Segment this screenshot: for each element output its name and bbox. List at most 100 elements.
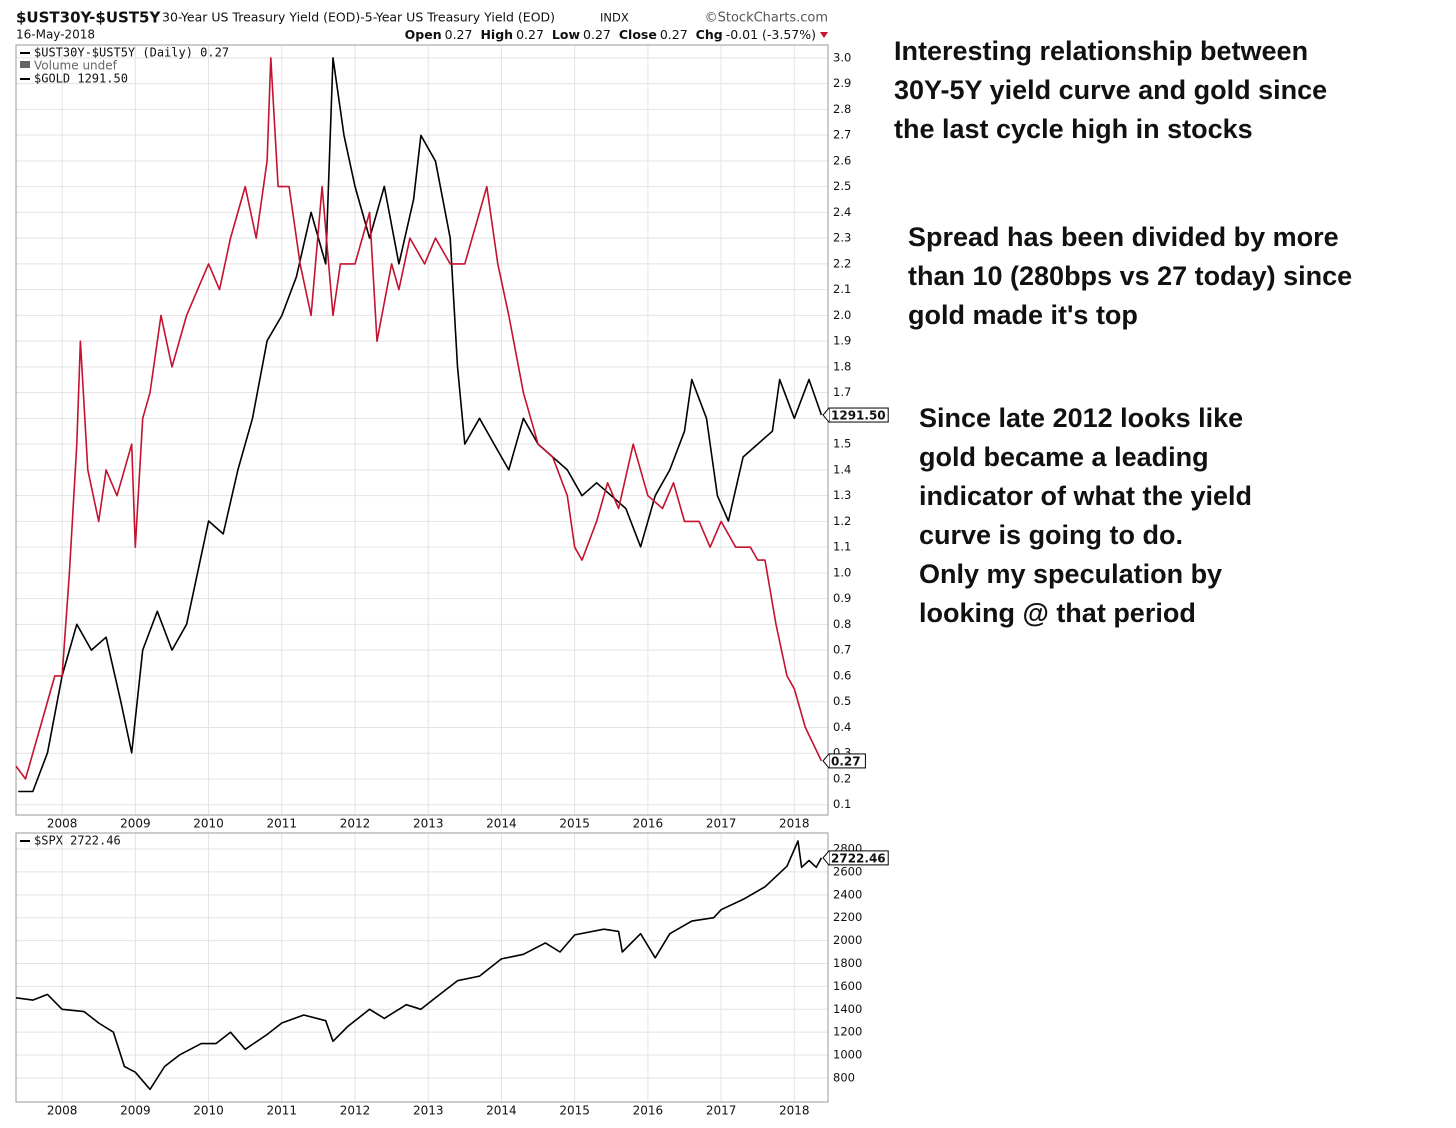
y-tick-label: 1.2 — [833, 514, 851, 528]
x-tick-label: 2008 — [47, 817, 78, 831]
annotation-line: gold became a leading — [919, 442, 1209, 472]
annotation-line: Only my speculation by — [919, 559, 1222, 589]
y-tick-label: 3.0 — [833, 50, 851, 64]
plot-frame — [15, 832, 829, 1103]
description: 30-Year US Treasury Yield (EOD)-5-Year U… — [162, 10, 555, 25]
y-tick-label: 2200 — [833, 910, 862, 924]
exchange: INDX — [600, 11, 629, 25]
series-line — [18, 57, 823, 793]
quote-value: 0.27 — [445, 27, 473, 42]
symbol: $UST30Y-$UST5Y — [16, 9, 161, 27]
y-tick-label: 1.1 — [833, 540, 851, 554]
y-tick-label: 0.2 — [833, 771, 851, 785]
quote-value: 0.27 — [583, 27, 611, 42]
x-tick-label: 2013 — [413, 817, 444, 831]
y-tick-label: 2.5 — [833, 179, 851, 193]
series-line — [15, 57, 823, 780]
y-tick-label: 1.8 — [833, 359, 851, 373]
end-label: 1291.50 — [831, 409, 886, 423]
y-tick-label: 0.5 — [833, 694, 851, 708]
plot-frame — [15, 44, 829, 816]
annotation-line: gold made it's top — [908, 300, 1138, 330]
end-label-pointer — [822, 407, 830, 423]
x-tick-label: 2008 — [47, 1104, 78, 1118]
x-tick-label: 2009 — [120, 1104, 151, 1118]
y-tick-label: 1600 — [833, 979, 862, 993]
y-tick-label: 2.3 — [833, 231, 851, 245]
x-tick-label: 2014 — [486, 817, 517, 831]
y-tick-label: 2000 — [833, 933, 862, 947]
y-tick-label: 1400 — [833, 1002, 862, 1016]
y-tick-label: 1.0 — [833, 565, 851, 579]
x-tick-label: 2015 — [559, 817, 590, 831]
x-tick-label: 2017 — [706, 817, 737, 831]
y-tick-label: 1000 — [833, 1048, 862, 1062]
quote-label: High — [480, 27, 513, 42]
x-tick-label: 2012 — [340, 1104, 371, 1118]
y-tick-label: 1.5 — [833, 437, 851, 451]
y-tick-label: 0.1 — [833, 797, 851, 811]
x-tick-label: 2014 — [486, 1104, 517, 1118]
y-tick-label: 1800 — [833, 956, 862, 970]
end-label-pointer — [822, 850, 830, 866]
x-tick-label: 2010 — [193, 1104, 224, 1118]
quote-value: -0.01 (-3.57%) — [726, 27, 816, 42]
x-tick-label: 2010 — [193, 817, 224, 831]
quote: Open 0.27 High 0.27 Low 0.27 Close 0.27 Chg -0.01… — [405, 27, 816, 42]
legend-volume-icon — [20, 61, 30, 68]
y-tick-label: 2.9 — [833, 76, 851, 90]
annotation-line: looking @ that period — [919, 598, 1196, 628]
end-label: 0.27 — [831, 754, 861, 768]
legend-entry: $UST30Y-$UST5Y (Daily) 0.27 — [34, 46, 229, 60]
quote-label: Low — [552, 27, 581, 42]
annotation-line: Interesting relationship between — [894, 36, 1308, 66]
y-tick-label: 1.3 — [833, 488, 851, 502]
annotation-line: curve is going to do. — [919, 520, 1183, 550]
y-tick-label: 2.6 — [833, 153, 851, 167]
y-tick-label: 2.1 — [833, 282, 851, 296]
annotation-line: 30Y-5Y yield curve and gold since — [894, 75, 1327, 105]
x-tick-label: 2011 — [267, 1104, 298, 1118]
annotation-line: indicator of what the yield — [919, 481, 1252, 511]
x-tick-label: 2015 — [559, 1104, 590, 1118]
annotation-line: Since late 2012 looks like — [919, 403, 1243, 433]
end-label: 2722.46 — [831, 851, 886, 865]
y-tick-label: 2.0 — [833, 308, 851, 322]
quote-value: 0.27 — [516, 27, 544, 42]
x-tick-label: 2009 — [120, 817, 151, 831]
y-tick-label: 0.4 — [833, 720, 851, 734]
end-label-pointer — [822, 753, 830, 769]
y-tick-label: 2.7 — [833, 128, 851, 142]
y-tick-label: 0.7 — [833, 643, 851, 657]
y-tick-label: 800 — [833, 1070, 855, 1084]
quote-label: Close — [619, 27, 657, 42]
source: ©StockCharts.com — [705, 11, 828, 26]
x-tick-label: 2016 — [633, 1104, 664, 1118]
y-tick-label: 1.4 — [833, 462, 851, 476]
y-tick-label: 2.4 — [833, 205, 851, 219]
legend-entry: Volume undef — [34, 59, 118, 73]
x-tick-label: 2016 — [633, 817, 664, 831]
x-tick-label: 2012 — [340, 817, 371, 831]
x-tick-label: 2013 — [413, 1104, 444, 1118]
quote-label: Open — [405, 27, 442, 42]
quote-label: Chg — [696, 27, 723, 42]
y-tick-label: 1.7 — [833, 385, 851, 399]
y-tick-label: 2.2 — [833, 256, 851, 270]
x-tick-label: 2018 — [779, 817, 810, 831]
y-tick-label: 2.8 — [833, 102, 851, 116]
y-tick-label: 1.9 — [833, 334, 851, 348]
x-tick-label: 2011 — [267, 817, 298, 831]
down-arrow — [820, 32, 828, 38]
x-tick-label: 2017 — [706, 1104, 737, 1118]
legend-entry: $GOLD 1291.50 — [34, 72, 128, 86]
annotation-line: the last cycle high in stocks — [894, 114, 1253, 144]
date: 16-May-2018 — [16, 28, 95, 42]
y-tick-label: 1200 — [833, 1025, 862, 1039]
series-line — [15, 840, 823, 1091]
annotation-line: than 10 (280bps vs 27 today) since — [908, 261, 1352, 291]
y-tick-label: 2400 — [833, 887, 862, 901]
quote-value: 0.27 — [660, 27, 688, 42]
